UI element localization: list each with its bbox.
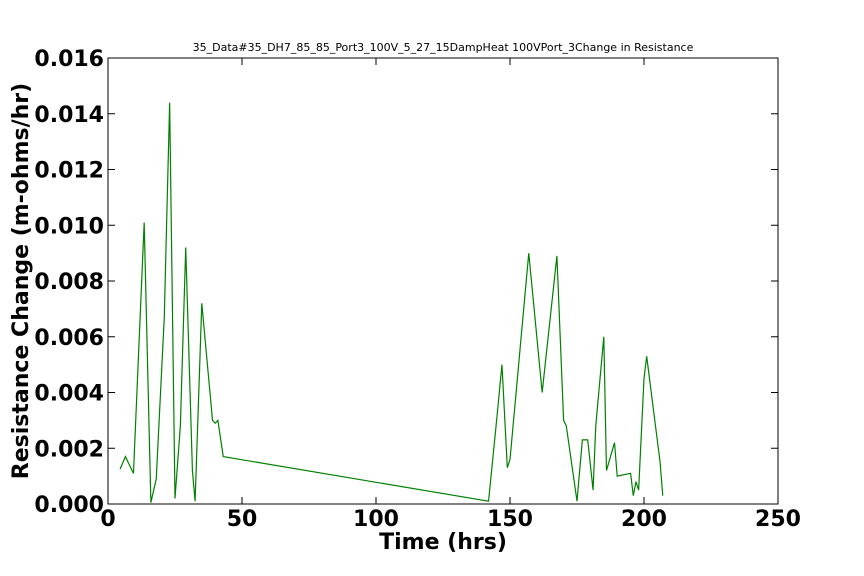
x-tick-label: 0 bbox=[100, 507, 115, 532]
x-tick-label: 150 bbox=[487, 507, 533, 532]
y-tick-label: 0.010 bbox=[34, 214, 104, 239]
series-line bbox=[119, 102, 664, 503]
y-axis-title: Resistance Change (m-ohms/hr) bbox=[9, 83, 34, 479]
x-axis-title: Time (hrs) bbox=[379, 530, 507, 555]
y-tick-label: 0.002 bbox=[34, 437, 104, 462]
x-tick-label: 50 bbox=[227, 507, 258, 532]
y-tick-label: 0.014 bbox=[34, 103, 104, 128]
y-tick-label: 0.006 bbox=[34, 326, 104, 351]
series-layer bbox=[119, 102, 664, 503]
x-tick-label: 200 bbox=[621, 507, 667, 532]
labels-layer: 0 50 100 150 200 250 0.000 0.002 0.004 0.006 0.008… bbox=[34, 47, 801, 532]
plot-area bbox=[107, 57, 779, 505]
y-tick-label: 0.000 bbox=[34, 493, 104, 518]
y-tick-label: 0.012 bbox=[34, 159, 104, 184]
y-tick-label: 0.008 bbox=[34, 270, 104, 295]
ticks-layer bbox=[107, 57, 779, 505]
chart-title: 35_Data#35_DH7_85_85_Port3_100V_5_27_15D… bbox=[193, 41, 694, 54]
x-tick-label: 250 bbox=[755, 507, 801, 532]
x-tick-label: 100 bbox=[353, 507, 399, 532]
y-tick-label: 0.016 bbox=[34, 47, 104, 72]
y-tick-label: 0.004 bbox=[34, 382, 104, 407]
